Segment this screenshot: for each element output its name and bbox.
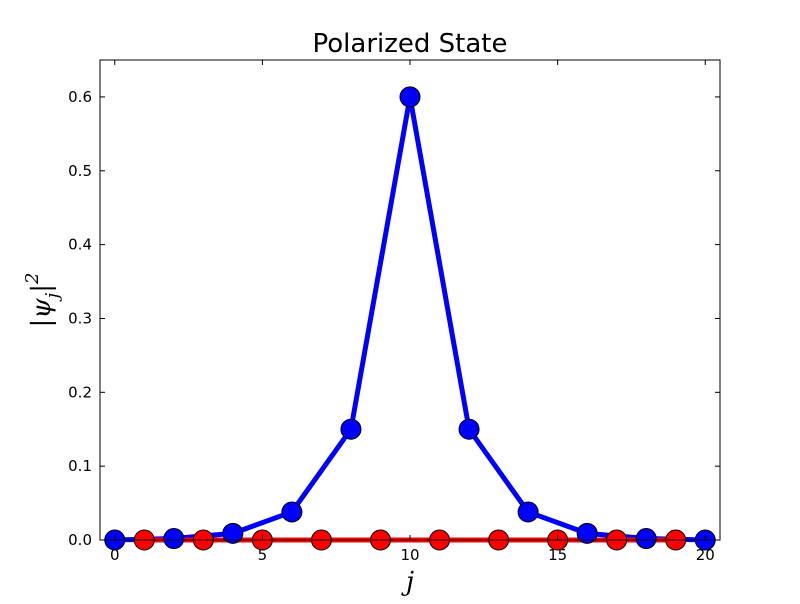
y-label-subscript: j <box>42 292 63 302</box>
plot-background <box>100 60 720 540</box>
blue-data-point <box>517 501 539 523</box>
y-label-psi: ψ <box>27 298 57 319</box>
y-tick-label: 0.0 <box>68 531 92 549</box>
y-tick-label: 0.5 <box>68 162 92 180</box>
x-tick-label: 20 <box>696 546 715 564</box>
x-tick-label: 0 <box>110 546 120 564</box>
blue-data-point <box>340 418 362 440</box>
y-axis: 0.0 0.1 0.2 0.3 0.4 0.5 0.6 <box>68 88 720 549</box>
y-tick-label: 0.2 <box>68 383 92 401</box>
y-tick-label: 0.1 <box>68 457 92 475</box>
blue-data-point <box>576 522 598 544</box>
y-label-superscript: 2 <box>22 273 43 285</box>
plot-area: 0 5 10 15 20 0.0 0.1 0.2 0.3 0.4 0.5 0.6 <box>68 59 721 564</box>
y-tick-label: 0.3 <box>68 309 92 327</box>
x-tick-label: 15 <box>548 546 567 564</box>
blue-data-point <box>281 501 303 523</box>
y-tick-label: 0.4 <box>68 236 92 254</box>
y-axis-label: |ψj|2 <box>22 273 63 328</box>
y-label-open-bar: | <box>27 319 57 328</box>
blue-data-point <box>222 522 244 544</box>
blue-data-point <box>458 418 480 440</box>
blue-data-point <box>163 528 185 550</box>
blue-data-point <box>635 528 657 550</box>
x-tick-label: 5 <box>258 546 268 564</box>
blue-data-point <box>399 86 421 108</box>
x-axis: 0 5 10 15 20 <box>110 60 715 564</box>
chart-title: Polarized State <box>313 29 508 59</box>
x-tick-label: 10 <box>400 546 419 564</box>
y-label-close-bar: | <box>27 284 57 293</box>
y-tick-label: 0.6 <box>68 88 92 106</box>
